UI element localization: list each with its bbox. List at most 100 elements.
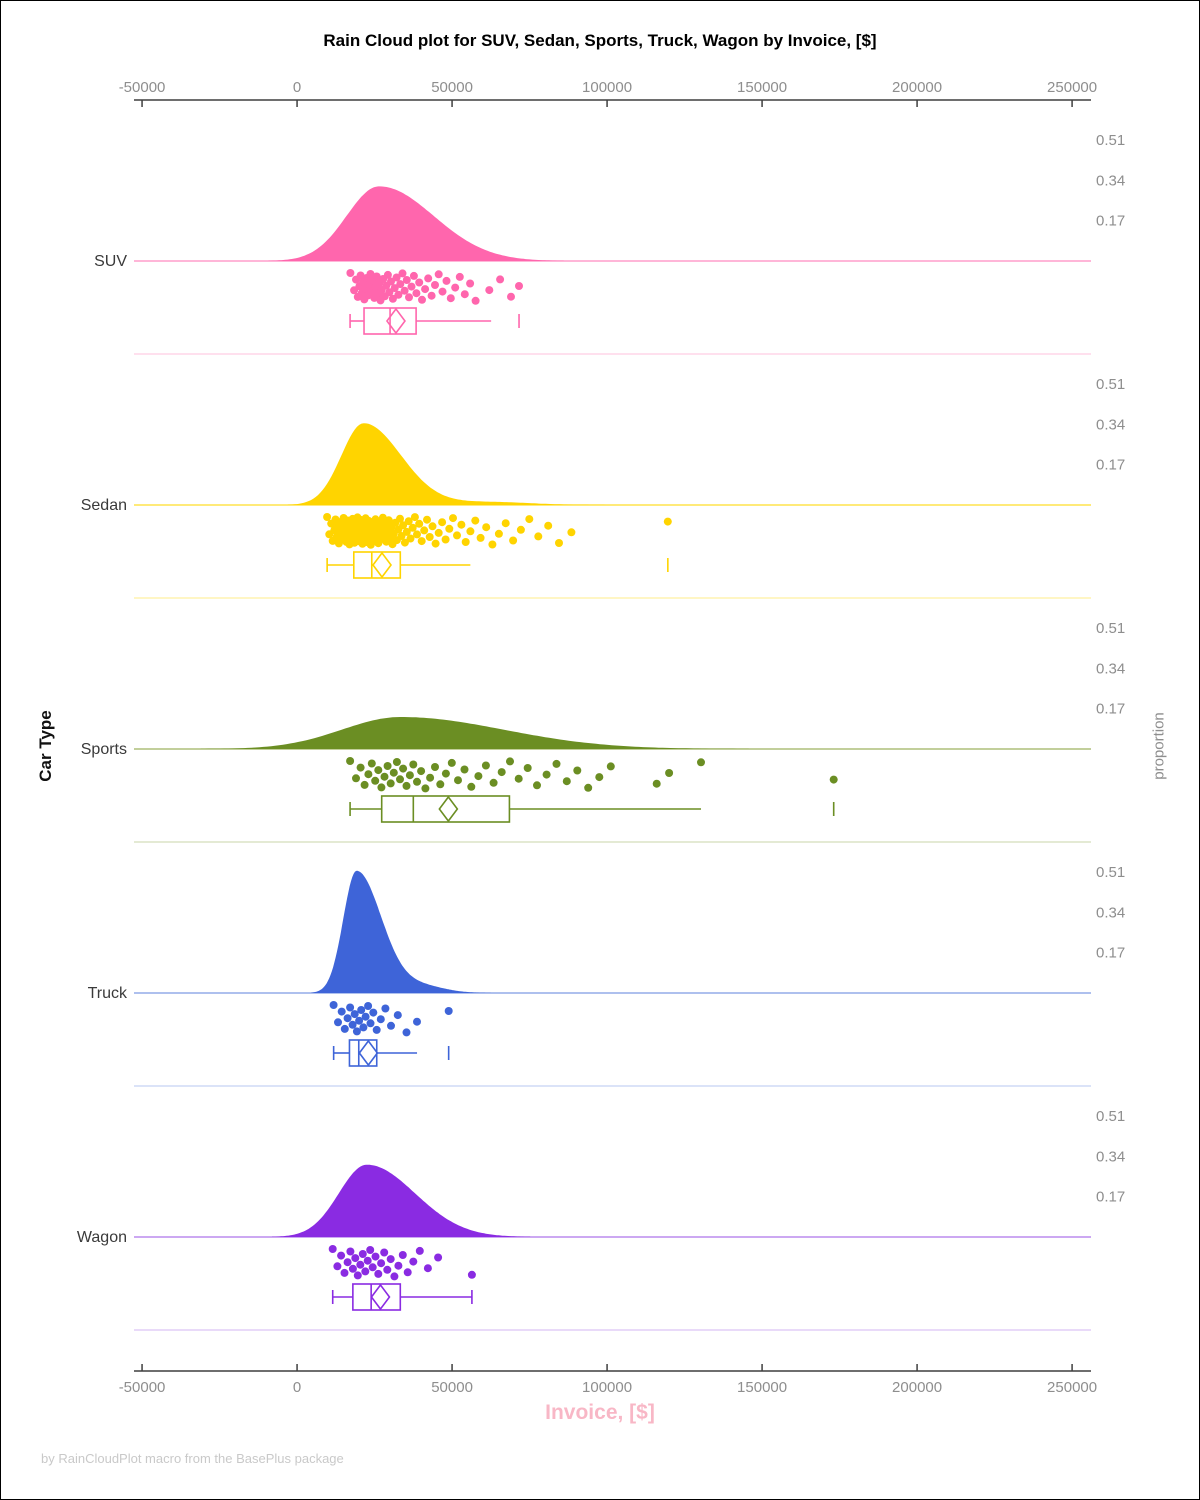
rain-point: [405, 293, 413, 302]
rain-point: [387, 277, 395, 286]
rain-point: [394, 290, 403, 299]
rain-point: [323, 513, 332, 521]
rain-point: [652, 779, 661, 788]
rain-point: [334, 1018, 342, 1027]
rain-point: [665, 769, 674, 777]
proportion-tick-label: 0.34: [1096, 904, 1125, 921]
rain-point: [441, 535, 450, 544]
rain-point: [394, 1261, 403, 1270]
rain-point: [457, 520, 466, 529]
rain-point: [423, 1264, 432, 1273]
rain-point: [386, 779, 395, 788]
rain-point: [389, 768, 398, 777]
box: [348, 1039, 378, 1067]
rain-point: [356, 763, 365, 772]
rain-point: [346, 1247, 355, 1256]
rain-point: [410, 513, 419, 522]
rain-point: [346, 757, 355, 765]
rain-point: [415, 1246, 424, 1255]
category-label-suv: SUV: [94, 253, 127, 270]
rain-point: [434, 270, 443, 279]
rain-point: [497, 768, 506, 777]
proportion-tick-label: 0.17: [1096, 945, 1125, 962]
rain-point: [415, 519, 424, 528]
rain-point: [390, 284, 399, 293]
rain-point: [467, 1270, 476, 1279]
rain-point: [420, 526, 429, 535]
rain-point: [358, 1250, 367, 1258]
rain-point: [441, 769, 450, 778]
rain-point: [380, 1248, 389, 1257]
rain-point: [544, 521, 553, 530]
proportion-tick-label: 0.34: [1096, 416, 1125, 433]
chart-title: Rain Cloud plot for SUV, Sedan, Sports, …: [323, 31, 877, 50]
rain-point: [352, 774, 360, 783]
rain-point: [485, 286, 494, 295]
proportion-tick-label: 0.51: [1096, 132, 1125, 149]
rain-point: [466, 279, 475, 288]
rain-point: [396, 775, 404, 784]
proportion-tick-label: 0.51: [1096, 620, 1125, 637]
rain-point: [476, 533, 485, 542]
category-label-sedan: Sedan: [81, 497, 127, 514]
bottom-axis-tick-label: 200000: [892, 1379, 942, 1396]
rain-point: [421, 784, 430, 793]
rain-point: [340, 1024, 349, 1033]
rain-point: [337, 1251, 346, 1260]
rain-point: [506, 757, 514, 766]
category-label-truck: Truck: [88, 985, 128, 1002]
rain-point: [350, 1010, 359, 1019]
rain-point: [449, 514, 457, 523]
rain-point: [396, 514, 404, 523]
rain-point: [371, 776, 380, 785]
rain-point: [471, 296, 480, 305]
rain-point: [523, 764, 532, 772]
rain-point: [467, 782, 476, 791]
rain-point: [431, 763, 439, 771]
rain-point: [516, 525, 525, 534]
rain-point: [364, 1002, 373, 1010]
rain-point: [407, 282, 416, 291]
rain-point: [466, 527, 475, 536]
category-label-wagon: Wagon: [77, 1229, 127, 1246]
rain-point: [412, 289, 421, 298]
rain-point: [562, 777, 571, 786]
rain-point: [424, 274, 433, 283]
rain-point: [595, 773, 604, 782]
bottom-axis-tick-label: 0: [293, 1379, 301, 1396]
rain-point: [431, 539, 440, 548]
mean-diamond: [358, 1039, 379, 1067]
bottom-axis-tick-label: -50000: [119, 1379, 166, 1396]
rain-point: [361, 1012, 370, 1021]
rain-point: [438, 287, 447, 296]
bottom-axis-tick-label: 50000: [431, 1379, 473, 1396]
rain-point: [346, 1003, 355, 1012]
density-cloud-suv: [268, 186, 564, 261]
rain-point: [374, 1269, 383, 1278]
rain-point: [402, 1028, 411, 1037]
rain-point: [829, 775, 838, 784]
rain-point: [356, 271, 365, 280]
rain-point: [567, 528, 576, 537]
rain-point: [455, 272, 464, 281]
rain-point: [364, 770, 373, 779]
rain-point: [381, 1004, 390, 1013]
rain-point: [481, 761, 490, 770]
rain-point: [515, 282, 523, 290]
rain-point: [426, 773, 435, 782]
rain-point: [489, 778, 498, 787]
rain-point: [533, 781, 541, 790]
rain-point: [451, 283, 460, 292]
rain-point: [376, 1015, 385, 1024]
rain-point: [418, 295, 426, 304]
rain-point: [348, 1264, 357, 1273]
rain-point: [363, 1256, 372, 1265]
rain-point: [392, 273, 401, 282]
box: [352, 551, 402, 579]
proportion-tick-label: 0.17: [1096, 213, 1125, 230]
mean-diamond: [372, 551, 393, 579]
rain-point: [337, 1007, 346, 1016]
rain-point: [402, 781, 411, 790]
rain-point: [380, 772, 389, 781]
rain-point: [555, 539, 563, 547]
